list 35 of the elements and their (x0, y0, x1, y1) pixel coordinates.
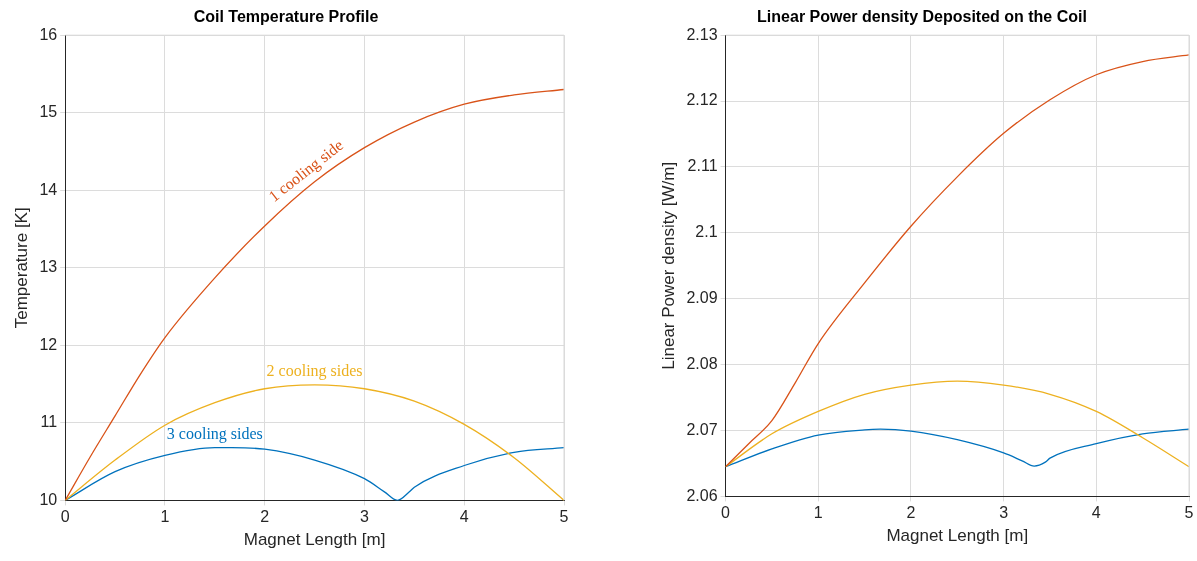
y-tick-label: 2.13 (686, 25, 718, 43)
series-label: 3 cooling sides (166, 424, 263, 443)
x-tick-label: 1 (160, 508, 170, 526)
x-tick-label: 5 (1184, 504, 1194, 522)
y-tick-label: 2.08 (686, 355, 718, 373)
y-tick-label: 2.1 (695, 223, 718, 241)
x-tick-label: 0 (721, 504, 731, 522)
y-tick-label: 12 (39, 335, 58, 353)
y-tick-label: 2.09 (686, 289, 718, 307)
y-tick-label: 16 (39, 25, 58, 43)
y-tick-label: 2.11 (687, 157, 718, 175)
y-tick-label: 14 (39, 180, 58, 198)
y-tick-label: 15 (39, 103, 58, 121)
chart-title: Linear Power density Deposited on the Coil (757, 8, 1087, 26)
x-axis-title: Magnet Length [m] (886, 526, 1029, 546)
y-tick-label: 13 (39, 258, 58, 276)
y-tick-label: 2.07 (686, 420, 718, 438)
x-tick-label: 5 (559, 508, 569, 526)
x-tick-label: 2 (906, 504, 916, 522)
x-tick-label: 4 (459, 508, 469, 526)
x-tick-label: 1 (813, 504, 823, 522)
y-tick-label: 2.06 (686, 486, 718, 504)
y-tick-label: 11 (40, 413, 58, 431)
y-axis-title: Linear Power density [W/m] (658, 161, 678, 370)
series-label: 2 cooling sides (266, 362, 363, 381)
x-tick-label: 3 (999, 504, 1009, 522)
x-axis-title: Magnet Length [m] (243, 530, 386, 550)
y-tick-label: 10 (39, 490, 58, 508)
chart-title: Coil Temperature Profile (193, 8, 379, 26)
x-tick-label: 3 (360, 508, 370, 526)
x-tick-label: 0 (60, 508, 70, 526)
y-axis-title: Temperature [K] (11, 207, 31, 329)
y-tick-label: 2.12 (686, 91, 718, 109)
x-tick-label: 2 (260, 508, 270, 526)
x-tick-label: 4 (1091, 504, 1101, 522)
